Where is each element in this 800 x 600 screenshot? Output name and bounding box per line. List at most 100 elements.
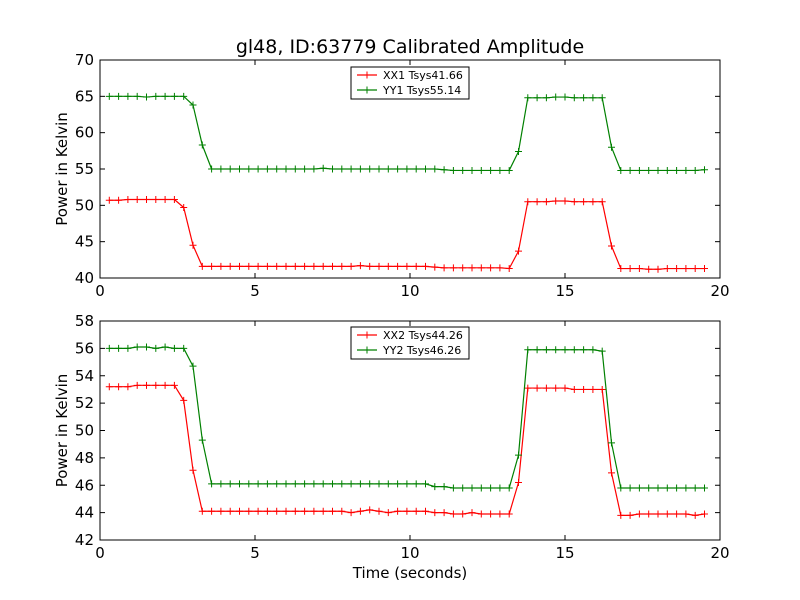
data-point bbox=[524, 198, 532, 206]
data-point bbox=[208, 480, 216, 488]
data-point bbox=[291, 262, 299, 270]
data-point bbox=[524, 384, 532, 392]
y-tick-label: 40 bbox=[75, 269, 94, 287]
data-point bbox=[635, 484, 643, 492]
data-point bbox=[254, 262, 262, 270]
data-point bbox=[440, 166, 448, 174]
y-tick-label: 44 bbox=[75, 504, 94, 522]
data-point bbox=[375, 262, 383, 270]
data-point bbox=[561, 346, 569, 354]
data-point bbox=[691, 511, 699, 519]
data-point bbox=[208, 262, 216, 270]
data-point bbox=[403, 507, 411, 515]
data-point bbox=[468, 509, 476, 517]
data-point bbox=[673, 510, 681, 518]
data-point bbox=[412, 507, 420, 515]
data-point bbox=[198, 436, 206, 444]
legend-marker bbox=[363, 86, 371, 94]
data-point bbox=[505, 166, 513, 174]
data-point bbox=[291, 480, 299, 488]
data-point bbox=[570, 385, 578, 393]
bottom-subplot: 0 5 10 15 20 42 44 46 48 50 52 54 56 58 Power in Kelvi… bbox=[53, 312, 730, 582]
data-point bbox=[505, 484, 513, 492]
data-point bbox=[449, 484, 457, 492]
data-point bbox=[626, 511, 634, 519]
data-point bbox=[254, 165, 262, 173]
data-point bbox=[226, 165, 234, 173]
x-tick-label: 5 bbox=[250, 282, 260, 300]
y-tick-label: 55 bbox=[75, 160, 94, 178]
x-tick-label: 15 bbox=[555, 282, 574, 300]
data-point bbox=[180, 204, 188, 212]
data-point bbox=[198, 262, 206, 270]
data-point bbox=[459, 484, 467, 492]
data-point bbox=[608, 143, 615, 151]
data-point bbox=[570, 94, 578, 102]
y-tick-label: 56 bbox=[75, 339, 94, 357]
data-point bbox=[477, 264, 485, 272]
data-point bbox=[477, 484, 485, 492]
data-point bbox=[180, 344, 188, 352]
data-point bbox=[561, 384, 569, 392]
data-point bbox=[301, 262, 309, 270]
data-point bbox=[236, 165, 243, 173]
data-point bbox=[263, 480, 271, 488]
data-point bbox=[282, 165, 290, 173]
data-point bbox=[394, 262, 402, 270]
data-point bbox=[691, 484, 699, 492]
data-point bbox=[338, 480, 346, 488]
data-point bbox=[310, 507, 318, 515]
legend-marker bbox=[363, 346, 371, 354]
data-point bbox=[301, 507, 309, 515]
data-point bbox=[180, 396, 188, 404]
data-point bbox=[375, 165, 383, 173]
data-point bbox=[635, 510, 643, 518]
data-point bbox=[291, 507, 299, 515]
data-point bbox=[105, 344, 113, 352]
data-point bbox=[422, 262, 429, 270]
data-point bbox=[431, 483, 439, 491]
data-point bbox=[580, 198, 588, 206]
data-point bbox=[673, 166, 681, 174]
data-point bbox=[533, 198, 541, 206]
data-point bbox=[691, 166, 699, 174]
data-point bbox=[403, 165, 411, 173]
legend-entry: YY2 Tsys46.26 bbox=[382, 344, 461, 357]
data-point bbox=[347, 165, 355, 173]
legend: XX1 Tsys41.66 YY1 Tsys55.14 bbox=[350, 66, 470, 100]
data-point bbox=[589, 198, 597, 206]
data-point bbox=[449, 264, 457, 272]
data-point bbox=[236, 480, 243, 488]
data-point bbox=[143, 93, 150, 101]
data-point bbox=[245, 262, 253, 270]
data-point bbox=[124, 383, 132, 391]
data-point bbox=[291, 165, 299, 173]
data-point bbox=[347, 509, 355, 517]
y-tick-label: 46 bbox=[75, 476, 94, 494]
data-point bbox=[626, 484, 634, 492]
top-subplot: 0 5 10 15 20 40 45 50 55 60 65 70 Power in Kelvin XX1… bbox=[53, 51, 730, 300]
data-point bbox=[645, 484, 653, 492]
data-point bbox=[245, 165, 253, 173]
data-point bbox=[329, 507, 336, 515]
data-point bbox=[533, 384, 541, 392]
data-point bbox=[533, 346, 541, 354]
data-point bbox=[105, 92, 113, 100]
data-point bbox=[263, 507, 271, 515]
data-point bbox=[542, 384, 550, 392]
data-point bbox=[682, 510, 690, 518]
data-point bbox=[338, 165, 346, 173]
data-point bbox=[282, 507, 290, 515]
data-point bbox=[366, 480, 374, 488]
data-point bbox=[459, 510, 467, 518]
data-point bbox=[189, 466, 197, 474]
data-point bbox=[403, 262, 411, 270]
data-point bbox=[394, 165, 402, 173]
data-point bbox=[133, 381, 141, 389]
legend-box bbox=[350, 326, 470, 360]
data-point bbox=[301, 165, 309, 173]
data-point bbox=[701, 166, 708, 174]
y-tick-label: 52 bbox=[75, 394, 94, 412]
